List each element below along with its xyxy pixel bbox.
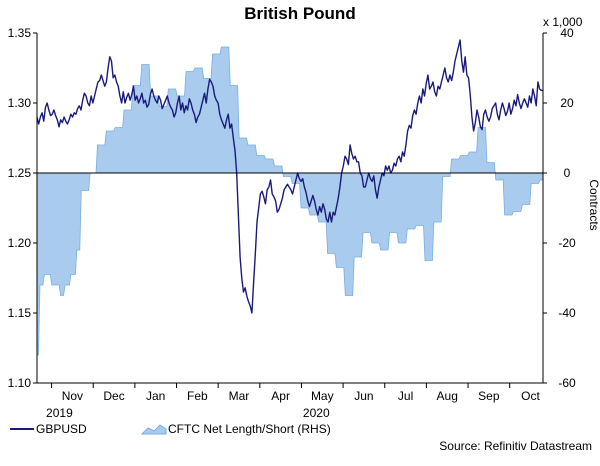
x-tick-label: Apr [271,389,290,403]
x-tick-label: Feb [187,389,208,403]
left-tick-label: 1.20 [8,236,32,250]
x-tick-label: Aug [437,389,458,403]
left-tick-label: 1.35 [8,26,32,40]
cftc-area [36,46,544,356]
legend-label-gbpusd: GBPUSD [36,422,87,436]
axes-frame [36,33,544,384]
right-axis-multiplier: x 1,000 [543,15,583,29]
x-tick-label: Oct [521,389,540,403]
right-tick-label: 40 [560,26,574,40]
right-tick-label: 0 [564,166,571,180]
gbpusd-line [36,39,543,314]
x-tick-label: Dec [103,389,124,403]
source-note: Source: Refinitiv Datastream [439,439,592,453]
legend-area-swatch [140,424,167,435]
x-tick-label: Sep [478,389,500,403]
right-axis-label: Contracts [587,179,600,230]
year-label: 2019 [46,406,73,420]
legend-item-cftc: CFTC Net Length/Short (RHS) [140,422,331,436]
x-tick-label: Mar [229,389,250,403]
year-label: 2020 [303,406,330,420]
chart-title: British Pound [244,4,356,23]
left-tick-label: 1.15 [8,306,32,320]
x-tick-label: May [311,389,334,403]
left-tick-label: 1.10 [8,376,32,390]
right-tick-label: 20 [560,96,574,110]
right-tick-label: -60 [558,376,576,390]
axis-ticks: 1.10 1.15 1.20 1.25 1.30 1.35 -60 -40 -20 0 20 40 No… [8,26,576,420]
right-tick-label: -20 [558,236,576,250]
gbpusd-line-layer [36,39,543,314]
left-tick-label: 1.25 [8,166,32,180]
x-tick-label: Jun [354,389,373,403]
legend-label-cftc: CFTC Net Length/Short (RHS) [168,422,331,436]
cftc-area-layer [36,46,544,356]
x-tick-label: Jul [398,389,413,403]
legend-line-swatch [10,428,34,430]
x-tick-label: Nov [62,389,83,403]
right-tick-label: -40 [558,306,576,320]
left-tick-label: 1.30 [8,96,32,110]
x-tick-label: Jan [146,389,165,403]
legend-item-gbpusd: GBPUSD [8,422,87,436]
